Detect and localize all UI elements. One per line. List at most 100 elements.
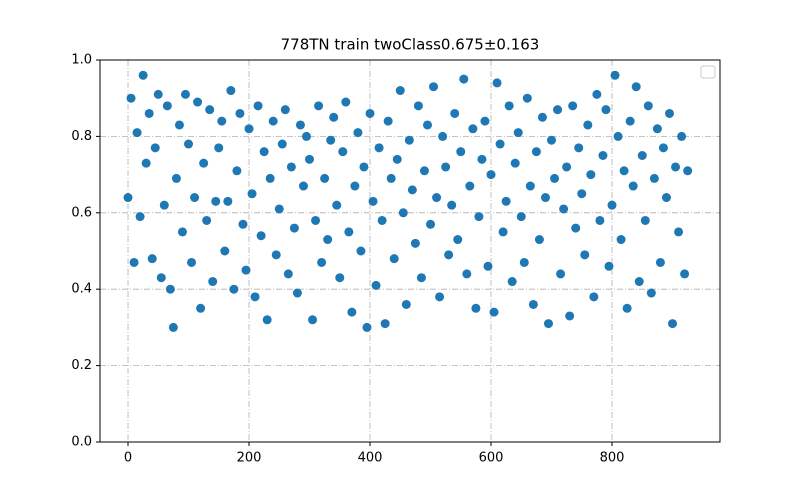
point bbox=[501, 196, 511, 206]
point bbox=[507, 277, 517, 287]
point bbox=[465, 181, 475, 191]
point bbox=[362, 322, 372, 332]
x-tick-label: 0 bbox=[124, 451, 132, 466]
point bbox=[537, 112, 547, 122]
point bbox=[565, 311, 575, 321]
point bbox=[389, 254, 399, 264]
point bbox=[223, 196, 233, 206]
point bbox=[534, 235, 544, 245]
point bbox=[477, 154, 487, 164]
point bbox=[129, 257, 139, 267]
point bbox=[265, 173, 275, 183]
point bbox=[341, 97, 351, 107]
point bbox=[359, 162, 369, 172]
point bbox=[398, 208, 408, 218]
point bbox=[598, 151, 608, 160]
point bbox=[211, 196, 221, 206]
point bbox=[543, 319, 553, 329]
point bbox=[658, 143, 668, 153]
point bbox=[404, 135, 414, 145]
point bbox=[332, 200, 342, 210]
point bbox=[574, 143, 584, 153]
point bbox=[347, 307, 357, 317]
point bbox=[453, 235, 463, 245]
point bbox=[528, 299, 538, 309]
point bbox=[471, 303, 481, 313]
point bbox=[683, 166, 693, 176]
point bbox=[680, 269, 690, 279]
point bbox=[380, 319, 390, 329]
axes-frame bbox=[99, 59, 721, 443]
point bbox=[444, 250, 454, 260]
point bbox=[634, 277, 644, 287]
y-tick-label: 1.0 bbox=[71, 53, 92, 68]
point bbox=[365, 108, 375, 118]
point bbox=[595, 215, 605, 225]
point bbox=[289, 223, 299, 233]
point bbox=[483, 261, 493, 271]
point bbox=[580, 250, 590, 260]
point bbox=[147, 254, 157, 264]
point bbox=[138, 70, 148, 80]
point bbox=[144, 108, 154, 118]
point bbox=[262, 315, 272, 325]
point bbox=[625, 116, 635, 126]
point bbox=[416, 273, 426, 283]
point bbox=[525, 181, 535, 191]
point bbox=[556, 269, 566, 279]
point bbox=[162, 101, 172, 111]
point bbox=[126, 93, 136, 103]
point bbox=[619, 166, 629, 176]
y-tick-label: 0.6 bbox=[71, 205, 92, 220]
point bbox=[187, 257, 197, 267]
point bbox=[250, 292, 260, 302]
point bbox=[301, 131, 311, 141]
point bbox=[498, 227, 508, 237]
point bbox=[286, 162, 296, 172]
point bbox=[135, 212, 145, 222]
ticks: 0 200 400 600 800 0.0 0.2 0.4 0.6 0.8 1.0 bbox=[71, 53, 624, 466]
y-tick-label: 0.8 bbox=[71, 129, 92, 144]
point bbox=[450, 108, 460, 118]
point bbox=[205, 105, 215, 115]
point bbox=[462, 269, 472, 279]
point bbox=[550, 173, 560, 183]
point bbox=[622, 303, 632, 313]
point bbox=[519, 257, 529, 267]
point bbox=[377, 215, 387, 225]
point bbox=[229, 284, 239, 294]
point bbox=[168, 322, 178, 332]
points bbox=[123, 70, 693, 332]
point bbox=[392, 154, 402, 164]
point bbox=[486, 170, 496, 180]
point bbox=[407, 185, 417, 195]
point bbox=[426, 219, 436, 229]
point bbox=[214, 143, 224, 153]
point bbox=[274, 204, 284, 214]
point bbox=[547, 135, 557, 145]
point bbox=[338, 147, 348, 157]
point bbox=[308, 315, 318, 325]
point bbox=[323, 235, 333, 245]
point bbox=[177, 227, 187, 237]
point bbox=[616, 235, 626, 245]
point bbox=[383, 116, 393, 126]
point bbox=[165, 284, 175, 294]
point bbox=[422, 120, 432, 130]
point bbox=[232, 166, 242, 176]
y-tick-label: 0.0 bbox=[71, 435, 92, 450]
x-tick-label: 400 bbox=[358, 451, 383, 466]
point bbox=[356, 246, 366, 256]
point bbox=[637, 151, 647, 160]
y-tick-label: 0.2 bbox=[71, 358, 92, 373]
legend bbox=[700, 65, 716, 79]
point bbox=[259, 147, 269, 157]
x-tick-label: 200 bbox=[237, 451, 262, 466]
point bbox=[456, 147, 466, 157]
point bbox=[640, 215, 650, 225]
grid bbox=[100, 59, 720, 443]
point bbox=[305, 154, 315, 164]
point bbox=[190, 193, 200, 203]
point bbox=[571, 223, 581, 233]
